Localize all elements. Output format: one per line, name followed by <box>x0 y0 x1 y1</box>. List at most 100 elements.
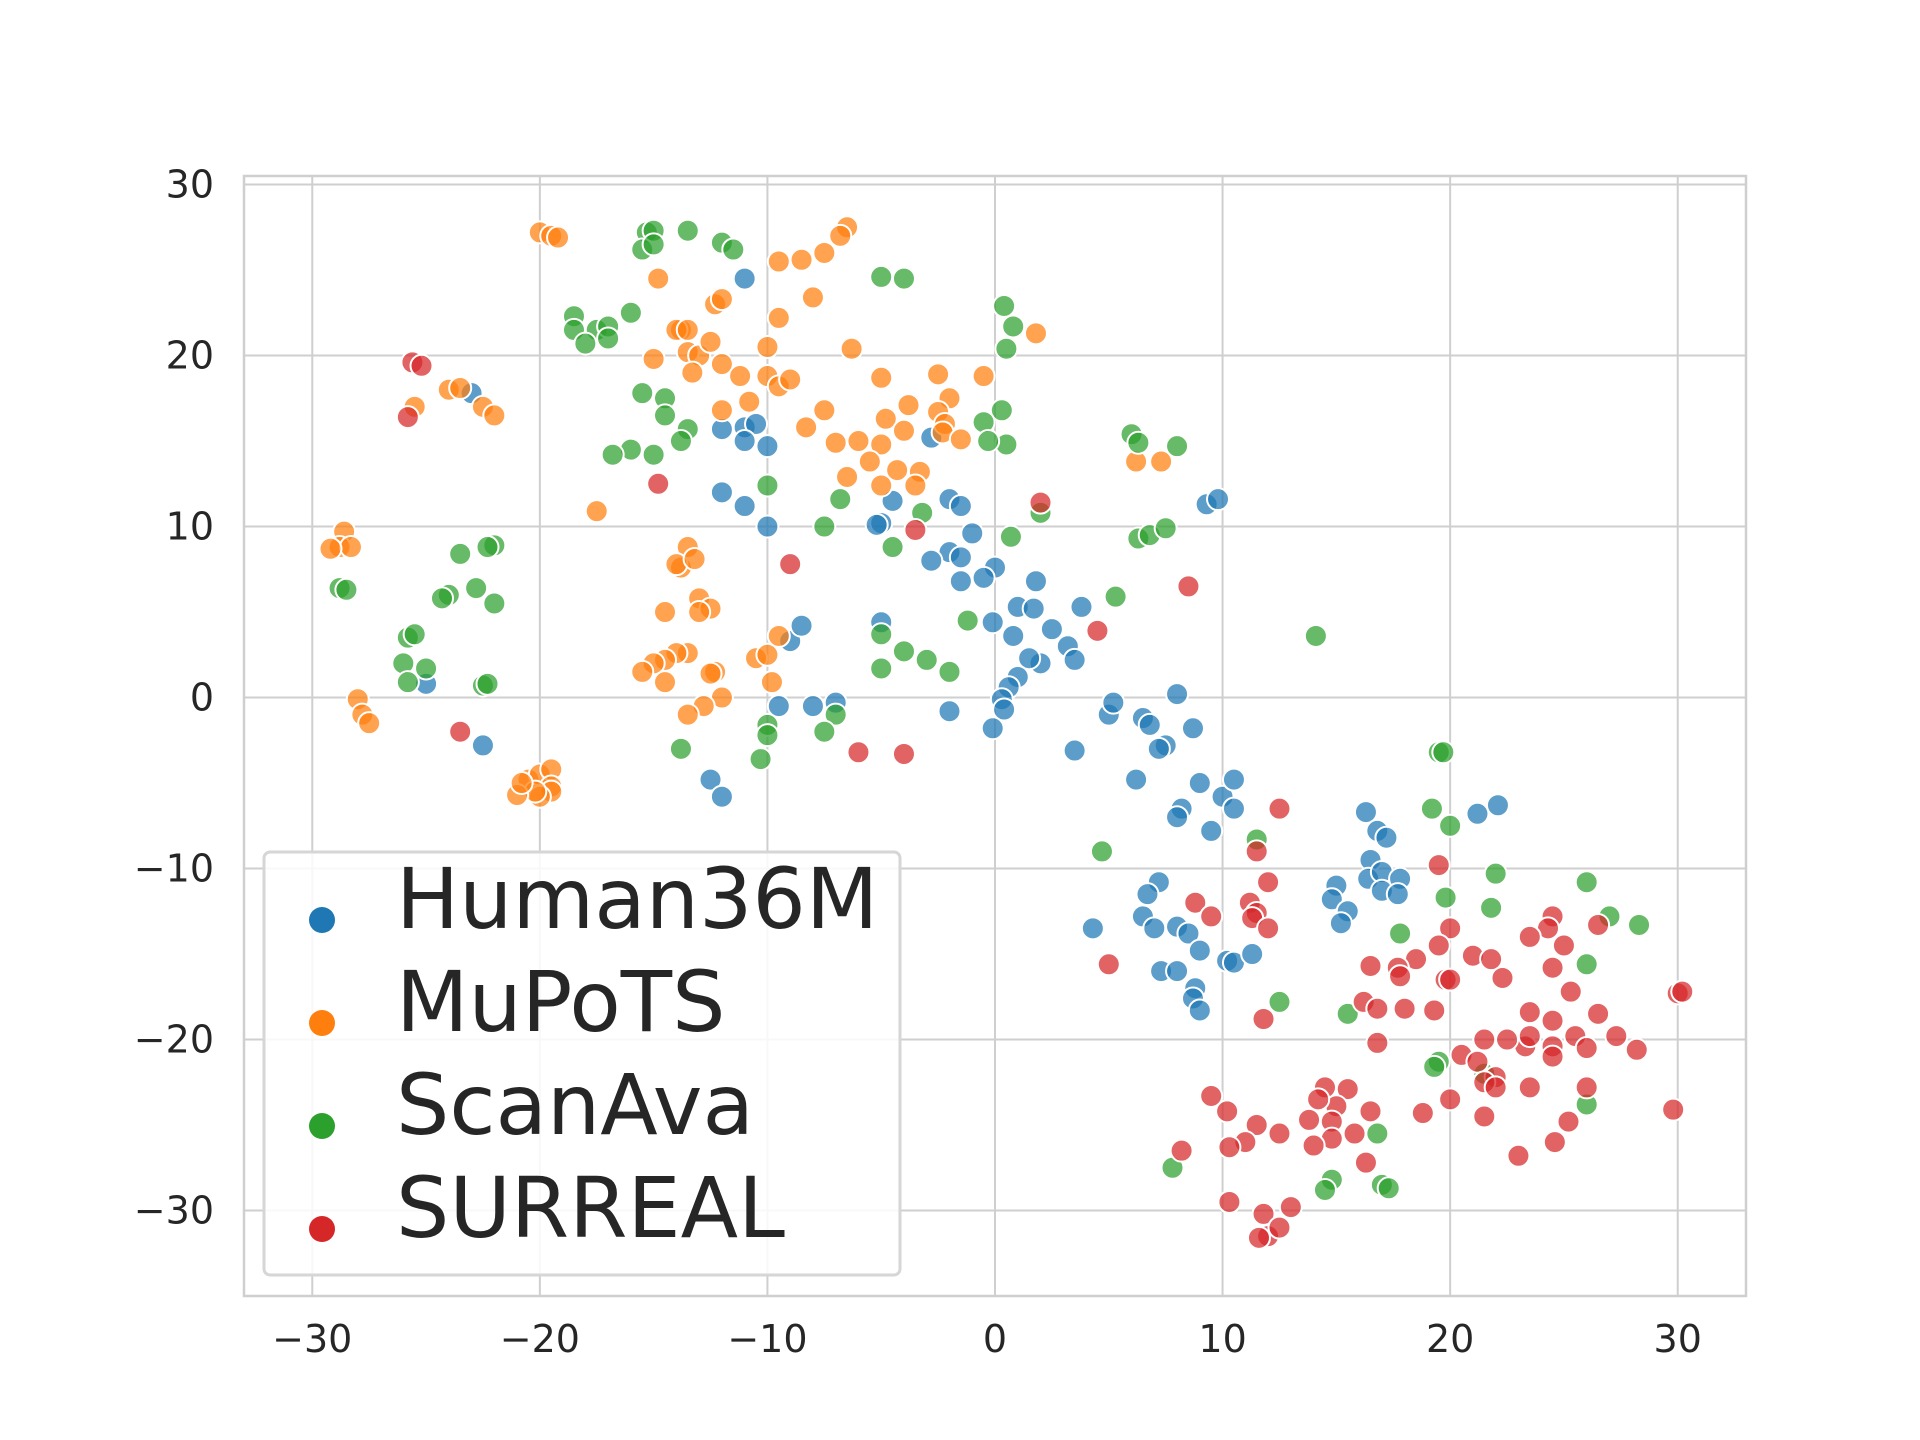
data-point <box>600 442 625 467</box>
data-point <box>1165 805 1190 830</box>
y-tick-label: 20 <box>166 334 214 378</box>
data-point <box>409 353 434 378</box>
data-point <box>653 600 678 625</box>
data-point <box>1244 839 1269 864</box>
data-point <box>668 736 693 761</box>
data-point <box>1101 690 1126 715</box>
data-point <box>1146 736 1171 761</box>
data-point <box>732 429 757 454</box>
data-point <box>1438 813 1463 838</box>
data-point <box>732 266 757 291</box>
data-point <box>1199 818 1224 843</box>
data-point <box>1465 1049 1490 1074</box>
data-point <box>1422 1054 1447 1079</box>
data-point <box>937 699 962 724</box>
data-point <box>812 514 837 539</box>
data-point <box>470 733 495 758</box>
data-point <box>1365 1030 1390 1055</box>
data-point <box>903 473 928 498</box>
data-point <box>1187 938 1212 963</box>
legend-box <box>262 850 902 1277</box>
data-point <box>846 429 871 454</box>
data-point <box>1199 1083 1224 1108</box>
data-point <box>976 429 1001 454</box>
data-point <box>857 449 882 474</box>
data-point <box>748 747 773 772</box>
data-point <box>903 517 928 542</box>
data-point <box>675 218 700 243</box>
data-point <box>800 285 825 310</box>
data-point <box>1039 617 1064 642</box>
data-point <box>653 403 678 428</box>
data-point <box>646 471 671 496</box>
data-point <box>1297 1107 1322 1132</box>
data-point <box>1251 1201 1276 1226</box>
data-point <box>744 411 769 436</box>
data-point <box>1627 912 1652 937</box>
data-point <box>1385 882 1410 907</box>
data-point <box>989 398 1014 423</box>
data-point <box>653 670 678 695</box>
data-point <box>1388 964 1413 989</box>
y-tick-label: 30 <box>166 163 214 207</box>
data-point <box>641 346 666 371</box>
data-point <box>980 716 1005 741</box>
data-point <box>896 393 921 418</box>
data-point <box>766 623 791 648</box>
data-point <box>1103 584 1128 609</box>
data-point <box>937 659 962 684</box>
data-point <box>402 622 427 647</box>
data-point <box>357 711 382 736</box>
data-point <box>334 577 359 602</box>
data-point <box>630 659 655 684</box>
data-point <box>709 784 734 809</box>
data-point <box>789 613 814 638</box>
data-point <box>1165 682 1190 707</box>
data-point <box>778 552 803 577</box>
data-point <box>482 403 507 428</box>
data-point <box>721 237 746 262</box>
data-point <box>1176 921 1201 946</box>
data-point <box>546 225 571 250</box>
data-point <box>1574 952 1599 977</box>
data-point <box>1267 989 1292 1014</box>
x-axis-ticks: −30 −20 −10 0 10 20 30 <box>272 1317 1702 1361</box>
data-point <box>755 434 780 459</box>
data-point <box>596 326 621 351</box>
data-point <box>1419 796 1444 821</box>
data-point <box>823 430 848 455</box>
data-point <box>1483 861 1508 886</box>
data-point <box>1342 1121 1367 1146</box>
data-point <box>709 480 734 505</box>
data-point <box>1517 1075 1542 1100</box>
data-point <box>919 548 944 573</box>
data-point <box>1023 321 1048 346</box>
data-point <box>789 247 814 272</box>
data-point <box>755 642 780 667</box>
data-point <box>1221 767 1246 792</box>
data-point <box>1558 979 1583 1004</box>
data-point <box>828 487 853 512</box>
data-point <box>668 429 693 454</box>
data-point <box>1328 911 1353 936</box>
data-point <box>509 771 534 796</box>
data-point <box>338 535 363 560</box>
data-point <box>839 336 864 361</box>
data-point <box>891 266 916 291</box>
data-point <box>1187 771 1212 796</box>
data-point <box>812 398 837 423</box>
data-point <box>448 541 473 566</box>
data-point <box>1365 1121 1390 1146</box>
data-point <box>766 694 791 719</box>
data-point <box>891 418 916 443</box>
data-point <box>680 360 705 385</box>
data-point <box>1221 796 1246 821</box>
data-point <box>873 406 898 431</box>
data-point <box>1490 965 1515 990</box>
data-point <box>641 442 666 467</box>
data-point <box>1517 1000 1542 1025</box>
data-point <box>1392 996 1417 1021</box>
data-point <box>1187 998 1212 1023</box>
data-point <box>698 661 723 686</box>
